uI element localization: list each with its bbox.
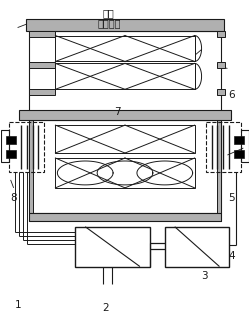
Bar [218,31,226,36]
Text: 6: 6 [228,90,235,100]
Bar [28,213,222,221]
Bar [28,31,222,112]
Bar [18,110,232,120]
Bar [218,120,222,221]
Text: 3: 3 [201,271,208,281]
Bar [28,89,56,95]
Bar [75,227,150,267]
Bar [165,227,230,267]
Bar [56,158,194,188]
Text: 电器: 电器 [103,8,115,18]
Bar [6,150,16,158]
Text: 2: 2 [102,303,108,313]
Bar [218,89,226,95]
Bar [26,19,224,31]
Text: 5: 5 [228,193,235,203]
Text: 8: 8 [10,193,16,203]
Bar [56,125,194,153]
Bar [234,136,244,144]
Bar [56,63,194,89]
Bar [234,150,244,158]
Text: 4: 4 [228,251,235,260]
Bar [28,19,32,213]
Bar [241,130,249,162]
Text: 7: 7 [114,107,121,117]
Bar [218,62,226,68]
Bar [206,122,241,172]
Text: 1: 1 [15,300,22,310]
Bar [1,130,9,162]
Bar [218,19,222,213]
Bar [28,120,32,221]
Bar [28,120,222,213]
Bar [6,136,16,144]
Bar [9,122,44,172]
Bar [56,36,194,61]
Text: 到其他用: 到其他用 [97,19,120,28]
Bar [28,62,56,68]
Bar [28,31,56,36]
